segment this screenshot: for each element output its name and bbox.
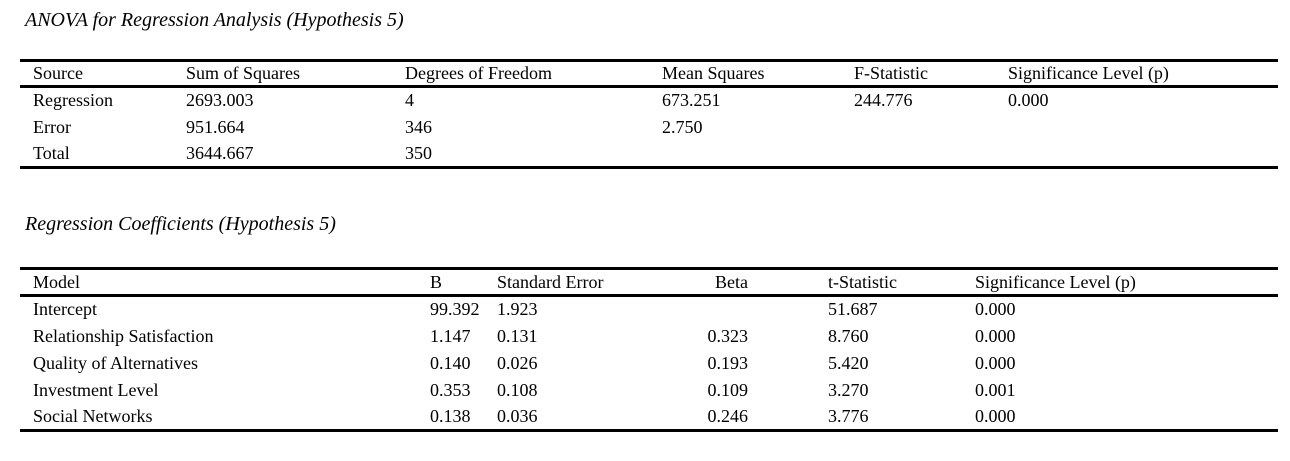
table-row: Intercept 99.392 1.923 51.687 0.000 — [20, 296, 1278, 323]
column-header: Beta — [715, 271, 748, 292]
table-row: Error 951.664 346 2.750 — [20, 114, 1278, 141]
column-header: Sum of Squares — [186, 63, 300, 83]
table-cell: 3.776 — [828, 405, 869, 426]
table-cell — [662, 141, 854, 168]
table-cell: 4 — [405, 90, 414, 111]
table-cell: Social Networks — [33, 405, 153, 426]
header-row: Model B Standard Error Beta t-Statistic Signi… — [20, 269, 1278, 296]
table-cell: 0.323 — [707, 325, 749, 346]
column-header: Degrees of Freedom — [405, 63, 552, 83]
table-cell: 0.000 — [975, 325, 1016, 346]
table-row: Relationship Satisfaction 1.147 0.131 0.323… — [20, 323, 1278, 350]
column-header: F-Statistic — [854, 63, 929, 83]
table-cell: 0.001 — [975, 379, 1016, 400]
column-header: Mean Squares — [662, 63, 765, 83]
table-cell: 0.109 — [707, 379, 749, 400]
anova-table-header: Source Sum of Squares Degrees of Freedom Me… — [20, 61, 1278, 87]
table-cell: 0.000 — [975, 299, 1016, 320]
column-header: Significance Level (p) — [975, 271, 1136, 292]
column-header: Model — [33, 271, 80, 292]
table-cell: 0.246 — [707, 405, 749, 426]
table-cell: 0.000 — [975, 352, 1016, 373]
table-cell: 2693.003 — [186, 90, 254, 111]
table-cell: Total — [33, 142, 70, 163]
table-cell — [703, 296, 748, 323]
table-cell: Relationship Satisfaction — [33, 325, 214, 346]
table-cell — [854, 114, 1008, 141]
column-header: t-Statistic — [828, 271, 897, 292]
table-cell: 51.687 — [828, 299, 878, 320]
table-cell: 0.036 — [497, 405, 538, 426]
anova-table: Source Sum of Squares Degrees of Freedom Me… — [20, 59, 1278, 169]
table-cell: 0.193 — [707, 352, 749, 373]
table-cell: 0.138 — [430, 405, 471, 426]
table-cell: 350 — [405, 142, 432, 163]
table-cell: 99.392 — [430, 299, 480, 320]
table-cell: Quality of Alternatives — [33, 352, 198, 373]
column-header: Source — [33, 63, 83, 83]
table-cell: Investment Level — [33, 379, 159, 400]
column-header: Standard Error — [497, 271, 604, 292]
table-cell: 244.776 — [854, 90, 913, 111]
table-cell: Regression — [33, 90, 113, 111]
column-header: B — [430, 271, 443, 292]
table-cell — [854, 141, 1008, 168]
column-header: Significance Level (p) — [1008, 63, 1169, 83]
table-cell: 0.353 — [430, 379, 471, 400]
table-cell: 1.147 — [430, 325, 471, 346]
table-cell: Intercept — [33, 299, 97, 320]
table-row: Total 3644.667 350 — [20, 141, 1278, 168]
table-cell: 0.140 — [430, 352, 471, 373]
table-row: Regression 2693.003 4 673.251 244.776 0.000 — [20, 87, 1278, 114]
coefficients-table-header: Model B Standard Error Beta t-Statistic Signi… — [20, 269, 1278, 296]
table-row: Investment Level 0.353 0.108 0.109 3.270 0.00… — [20, 377, 1278, 404]
table-cell: 3.270 — [828, 379, 869, 400]
table-cell — [1008, 114, 1278, 141]
table-cell: Error — [33, 116, 71, 137]
table-cell: 951.664 — [186, 116, 245, 137]
table-row: Quality of Alternatives 0.140 0.026 0.193 5.… — [20, 350, 1278, 377]
table-cell: 2.750 — [662, 116, 703, 137]
anova-table-title: ANOVA for Regression Analysis (Hypothesi… — [25, 9, 404, 31]
table-cell: 673.251 — [662, 90, 721, 111]
table-cell: 0.000 — [1008, 90, 1049, 111]
table-cell: 0.108 — [497, 379, 538, 400]
table-cell: 0.026 — [497, 352, 538, 373]
table-cell: 1.923 — [497, 299, 538, 320]
table-cell: 5.420 — [828, 352, 869, 373]
table-cell: 3644.667 — [186, 142, 254, 163]
anova-table-body: Regression 2693.003 4 673.251 244.776 0.000 Er… — [20, 87, 1278, 168]
coefficients-table: Model B Standard Error Beta t-Statistic Signi… — [20, 267, 1278, 432]
table-cell: 8.760 — [828, 325, 869, 346]
coefficients-table-body: Intercept 99.392 1.923 51.687 0.000 Relations… — [20, 296, 1278, 431]
header-row: Source Sum of Squares Degrees of Freedom Me… — [20, 61, 1278, 87]
table-cell: 0.000 — [975, 405, 1016, 426]
table-row: Social Networks 0.138 0.036 0.246 3.776 0.000 — [20, 404, 1278, 431]
coefficients-table-title: Regression Coefficients (Hypothesis 5) — [25, 213, 336, 235]
table-cell: 346 — [405, 116, 432, 137]
table-cell: 0.131 — [497, 325, 538, 346]
table-cell — [1008, 141, 1278, 168]
